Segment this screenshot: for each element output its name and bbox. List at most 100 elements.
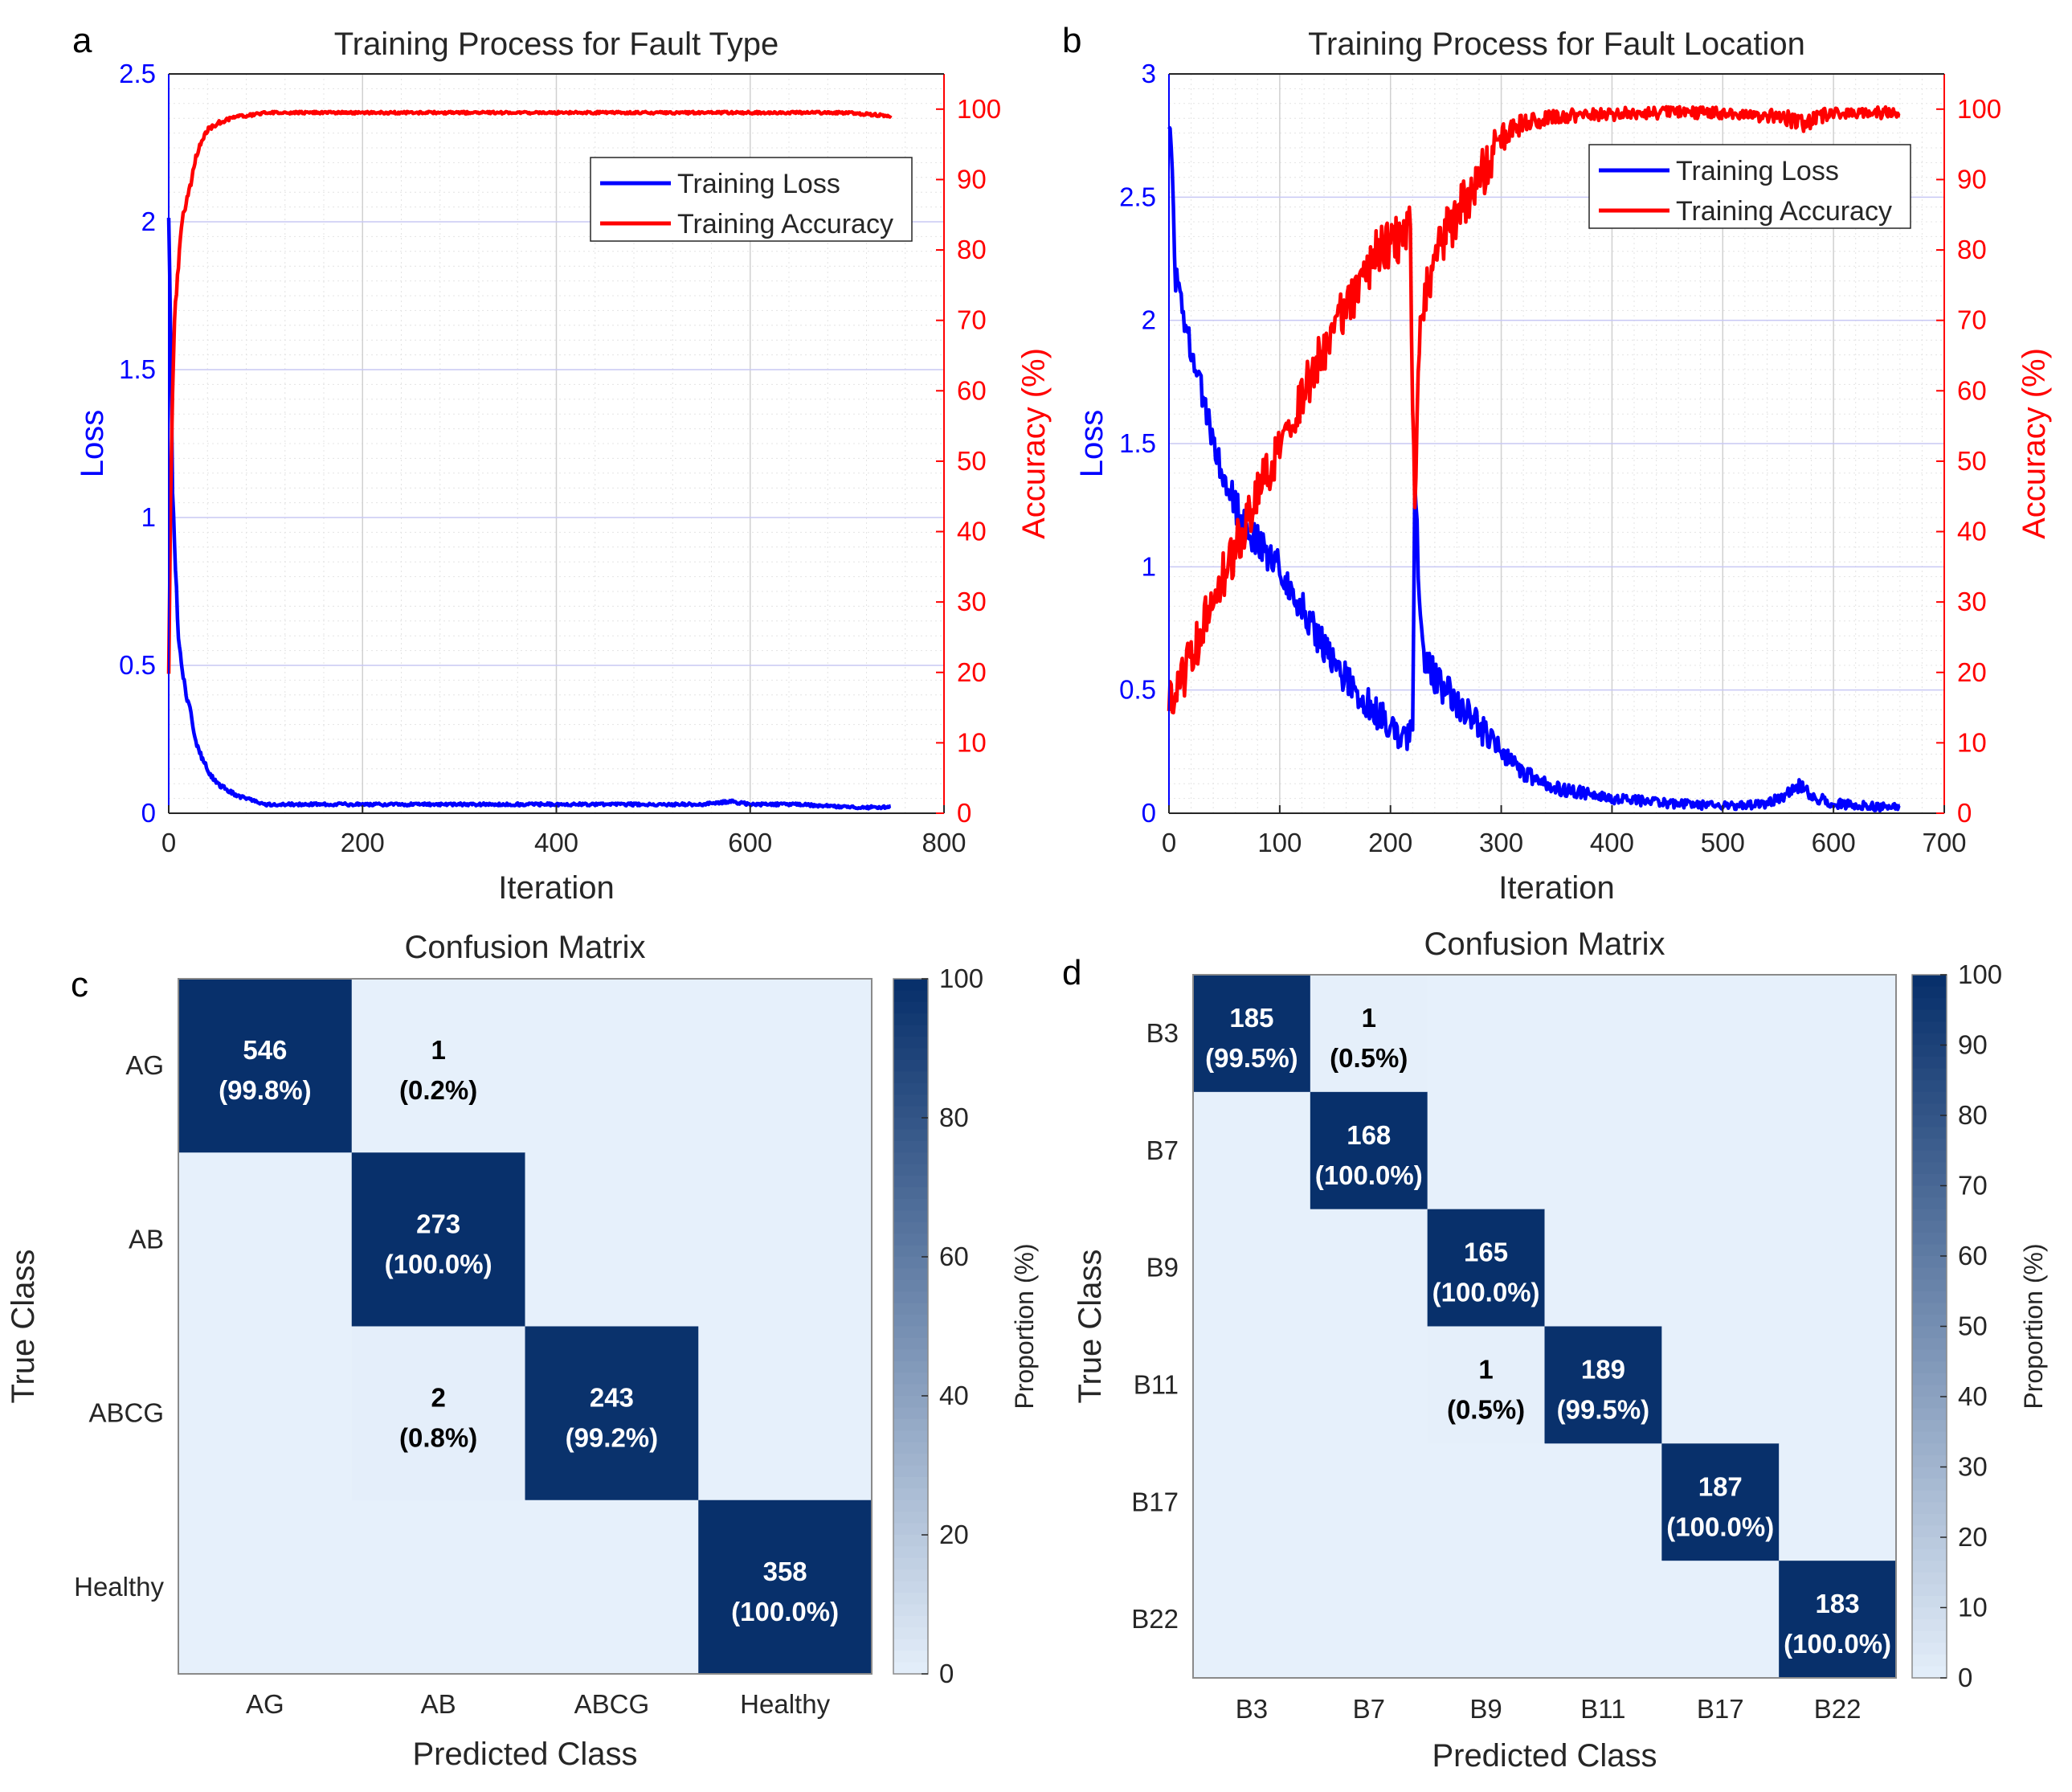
chart-title: Training Process for Fault Location	[1308, 27, 1805, 62]
y-right-tick-label: 30	[1957, 587, 1987, 616]
matrix-cell	[1544, 1443, 1662, 1561]
colorbar-segment	[1912, 1338, 1947, 1351]
colorbar-segment	[1912, 1291, 1947, 1303]
colorbar-segment	[893, 1442, 928, 1454]
colorbar-segment	[893, 1025, 928, 1037]
colorbar: 0 10 20 30 40 50 60 70 80 90 100 Proportion (%)	[1911, 959, 2048, 1692]
cell-count: 189	[1581, 1354, 1625, 1384]
matrix-cell	[351, 1326, 525, 1501]
cell-percent: (99.8%)	[219, 1075, 312, 1105]
series-line-accuracy	[166, 109, 893, 674]
colorbar: 0 20 40 60 80 100 Proportion (%)	[893, 964, 1039, 1688]
colorbar-segment	[1912, 1561, 1947, 1573]
colorbar-segment	[893, 1210, 928, 1223]
colorbar-segment	[893, 979, 928, 992]
matrix-cell	[525, 1326, 699, 1501]
x-tick-label: 0	[161, 828, 176, 857]
colorbar-tick-label: 60	[939, 1242, 969, 1271]
cell-percent: (0.2%)	[399, 1075, 477, 1105]
colorbar-segment	[893, 1279, 928, 1292]
y-left-tick-label: 1.5	[1119, 428, 1156, 458]
colorbar-segment	[893, 1037, 928, 1049]
colorbar-segment	[893, 1418, 928, 1431]
y-left-tick-label: 1	[1142, 551, 1156, 581]
matrix-border	[1192, 974, 1897, 1679]
colorbar-segment	[893, 1048, 928, 1061]
colorbar-segment	[1912, 1244, 1947, 1257]
col-label: B22	[1814, 1694, 1862, 1724]
cell-percent: (100.0%)	[1666, 1512, 1774, 1541]
colorbar-segment	[1912, 1619, 1947, 1632]
colorbar-tick-label: 0	[1958, 1663, 1972, 1692]
matrix-cell	[1661, 1091, 1780, 1210]
colorbar-segment	[1912, 1513, 1947, 1527]
colorbar-segment	[893, 1245, 928, 1258]
colorbar-segment	[1912, 1479, 1947, 1491]
y-left-tick-label: 0	[141, 798, 156, 828]
colorbar-segment	[893, 1488, 928, 1501]
row-label: AB	[129, 1224, 164, 1254]
col-label: ABCG	[574, 1689, 650, 1719]
series-line-loss	[1167, 125, 1901, 813]
y-left-tick-label: 2	[141, 207, 156, 236]
matrix-cell	[1779, 1091, 1897, 1210]
row-label: ABCG	[88, 1398, 164, 1428]
matrix-cell	[525, 1499, 699, 1675]
colorbar-border	[893, 978, 929, 1675]
colorbar-segment	[893, 1360, 928, 1373]
colorbar-segment	[893, 1407, 928, 1420]
y-right-tick-label: 60	[957, 375, 987, 405]
legend: Training Loss Training Accuracy	[590, 157, 913, 242]
colorbar-segment	[893, 1140, 928, 1153]
colorbar-segment	[1912, 1185, 1947, 1198]
matrix-cell	[1779, 975, 1897, 1093]
x-tick-label: 800	[922, 828, 966, 857]
colorbar-segment	[893, 1071, 928, 1084]
col-label: B7	[1353, 1694, 1385, 1724]
matrix-cell	[1427, 1561, 1545, 1679]
colorbar-segment	[893, 1152, 928, 1165]
cell-count: 2	[431, 1383, 445, 1413]
matrix-cell	[698, 1499, 873, 1675]
y-left-tick-label: 1.5	[119, 354, 156, 384]
y-right-tick-label: 20	[957, 657, 987, 687]
colorbar-segment	[893, 1546, 928, 1559]
colorbar-segment	[1912, 1209, 1947, 1221]
matrix-cell	[178, 1326, 353, 1501]
colorbar-segment	[893, 1326, 928, 1339]
matrix-cell	[1544, 1561, 1662, 1679]
y-right-tick-label: 90	[957, 164, 987, 194]
colorbar-segment	[893, 1221, 928, 1234]
matrix-cell	[1193, 1326, 1311, 1444]
panel-letter: d	[1062, 953, 1081, 992]
matrix-cell	[1661, 975, 1780, 1093]
matrix-cell	[698, 1152, 873, 1327]
matrix-cell	[1310, 1091, 1428, 1210]
colorbar-tick-label: 20	[1958, 1522, 1988, 1552]
colorbar-segment	[893, 1234, 928, 1246]
col-label: B3	[1236, 1694, 1268, 1724]
cell-count: 546	[243, 1035, 287, 1065]
colorbar-tick-label: 40	[939, 1381, 969, 1410]
y-right-tick-label: 80	[957, 235, 987, 264]
colorbar-segment	[893, 1651, 928, 1663]
matrix-cell	[1310, 1443, 1428, 1561]
matrix-cell	[351, 1152, 525, 1327]
y-left-tick-label: 2.5	[119, 59, 156, 88]
matrix-cell	[698, 1326, 873, 1501]
cell-count: 243	[590, 1383, 634, 1413]
x-tick-label: 300	[1479, 828, 1523, 857]
y-right-axis-label: Accuracy (%)	[2017, 348, 2052, 539]
colorbar-segment	[893, 1303, 928, 1315]
col-label: B17	[1697, 1694, 1744, 1724]
col-label: B11	[1580, 1694, 1625, 1724]
cell-count: 358	[763, 1557, 807, 1586]
cell-percent: (99.2%)	[566, 1423, 659, 1453]
colorbar-segment	[893, 1604, 928, 1617]
colorbar-tick-label: 10	[1958, 1593, 1988, 1622]
colorbar-segment	[1912, 1232, 1947, 1246]
x-axis-label: Iteration	[1498, 870, 1615, 906]
matrix-cell	[1661, 1443, 1780, 1561]
matrix-cell	[525, 979, 699, 1153]
